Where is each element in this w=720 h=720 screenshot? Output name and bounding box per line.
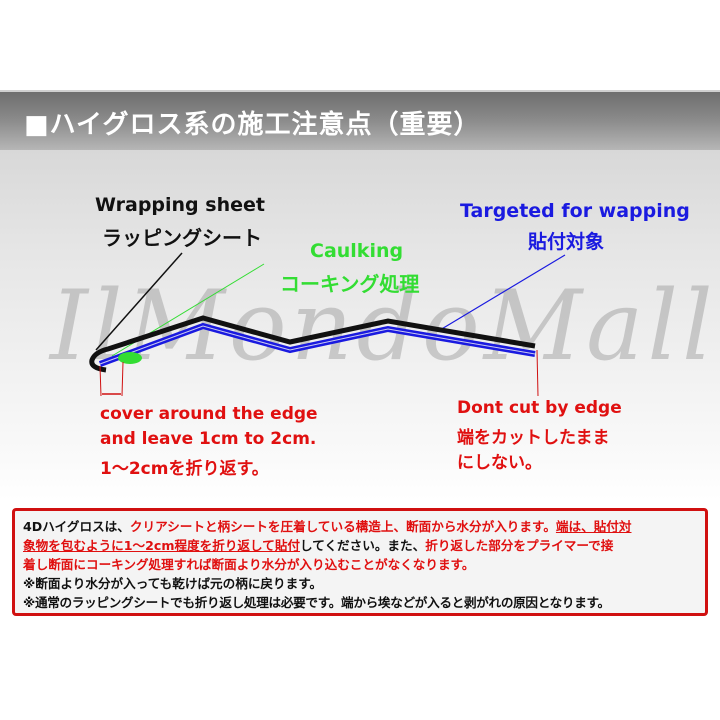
- dont-cut-line-2: 端をカットしたまま: [457, 428, 610, 448]
- dont-cut-line-3: にしない。: [457, 453, 542, 473]
- wrapping-sheet: [89, 315, 536, 373]
- wrapping-label-jp: ラッピングシート: [102, 226, 262, 250]
- note-line-1: 4Dハイグロスは、クリアシートと柄シートを圧着している構造上、断面から水分が入り…: [23, 517, 697, 536]
- wrapping-leader: [95, 252, 183, 351]
- target-label-jp: 貼付対象: [528, 231, 605, 253]
- note-text-red: 折り返した部分をプライマーで接: [425, 538, 614, 553]
- dont-cut-line-1: Dont cut by edge: [457, 398, 622, 418]
- edge-marker: [536, 349, 539, 397]
- caulking-label-jp: コーキング処理: [280, 272, 420, 296]
- caution-note-box: 4Dハイグロスは、クリアシートと柄シートを圧着している構造上、断面から水分が入り…: [12, 508, 708, 616]
- title-bar: [0, 92, 720, 150]
- watermark: IlMondoMall: [50, 270, 717, 382]
- cover-line-2: and leave 1cm to 2cm.: [100, 429, 317, 449]
- note-text: してください。また、: [300, 538, 426, 553]
- note-line-5: ※通常のラッピングシートでも折り返し処理は必要です。端から埃などが入ると剥がれの…: [23, 595, 610, 610]
- page-title: ■ハイグロス系の施工注意点（重要）: [24, 110, 481, 140]
- note-line-3: 着し断面にコーキング処理すれば断面より水分が入り込むことがなくなります。: [23, 557, 475, 572]
- cover-line-3: 1～2cmを折り返す。: [100, 459, 269, 479]
- target-leader: [439, 254, 566, 331]
- target-label-en: Targeted for wapping: [460, 200, 690, 222]
- note-text: 4Dハイグロスは、: [23, 519, 130, 534]
- background: [0, 90, 720, 500]
- note-line-2: 象物を包むように1～2cm程度を折り返して貼付してください。また、折り返した部分…: [23, 536, 697, 555]
- note-text-red: クリアシートと柄シートを圧着している構造上、断面から水分が入ります。: [129, 519, 556, 534]
- surface-highlight: [99, 325, 536, 365]
- caulking-label-en: Caulking: [310, 240, 404, 262]
- wrapping-label-en: Wrapping sheet: [95, 194, 265, 216]
- note-text-red-underlined: 端は、貼付対: [555, 519, 632, 534]
- note-line-4: ※断面より水分が入っても乾けば元の柄に戻ります。: [23, 576, 323, 591]
- caulking-blob: [118, 352, 142, 364]
- fold-marker-right: [121, 361, 124, 397]
- note-text-red-underlined: 象物を包むように1～2cm程度を折り返して貼付: [23, 538, 301, 553]
- fold-marker-left: [99, 365, 102, 397]
- cover-line-1: cover around the edge: [100, 404, 318, 424]
